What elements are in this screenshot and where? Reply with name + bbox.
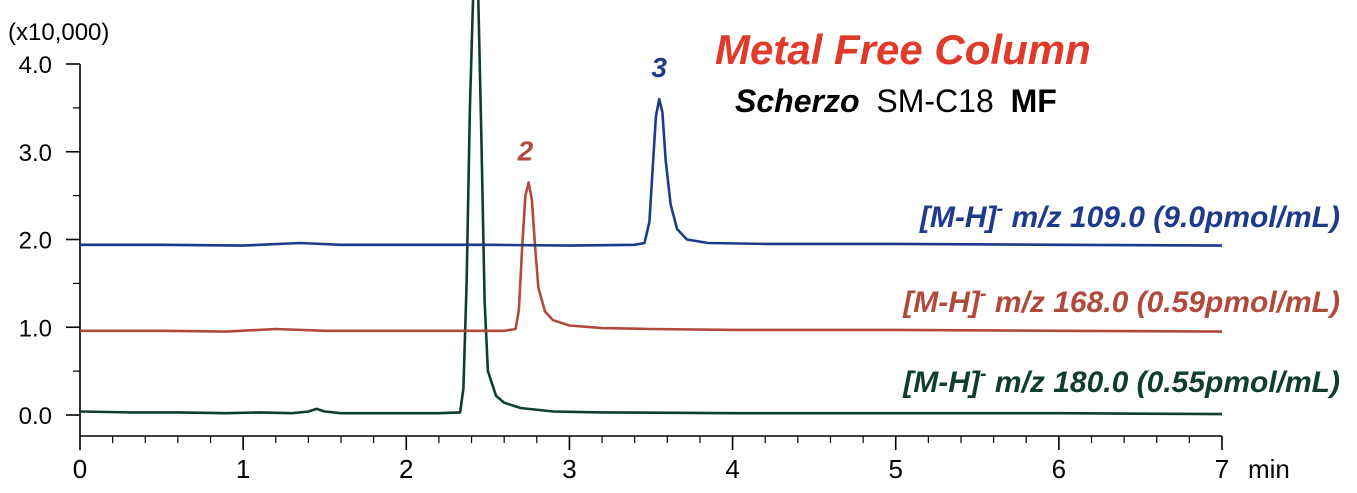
traces [79,0,1223,416]
chart-title: Metal Free Column [715,26,1091,73]
y-scale-label: (x10,000) [8,19,109,46]
x-tick-label: 7 [1215,454,1229,484]
peak-label: 2 [517,136,534,167]
y-tick-label: 2.0 [19,228,52,255]
series-trace-1 [79,0,1223,416]
y-tick-label: 4.0 [19,52,52,79]
y-tick-label: 0.0 [19,403,52,430]
x-tick-label: 4 [725,454,739,484]
x-tick-label: 5 [888,454,902,484]
y-tick-label: 3.0 [19,140,52,167]
chart-subtitle: Scherzo SM-C18 MF [735,83,1057,119]
peak-label: 3 [651,52,667,83]
series-trace-3 [80,97,1223,247]
series-label-3: [M-H]- m/z 109.0 (9.0pmol/mL) [919,198,1340,234]
axis-ticks: 0.0 1.0 2.0 3.0 4.0 0 1 2 3 4 5 6 7 [19,52,1230,484]
subtitle-suffix: MF [1011,83,1057,119]
x-tick-label: 0 [73,454,87,484]
subtitle-model: SM-C18 [876,83,993,119]
x-unit-label: min [1248,454,1290,484]
x-tick-label: 3 [562,454,576,484]
x-tick-label: 2 [399,454,413,484]
axes [79,64,1222,437]
series-label-1: [M-H]- m/z 180.0 (0.55pmol/mL) [902,363,1340,399]
series-label-2: [M-H]- m/z 168.0 (0.59pmol/mL) [902,283,1340,319]
series-trace-2 [80,181,1223,333]
labels: [M-H]- m/z 180.0 (0.55pmol/mL) [M-H]- m/z… [517,52,1340,399]
x-tick-label: 6 [1052,454,1066,484]
subtitle-brand: Scherzo [735,83,859,119]
x-tick-label: 1 [236,454,250,484]
y-tick-label: 1.0 [19,315,52,342]
